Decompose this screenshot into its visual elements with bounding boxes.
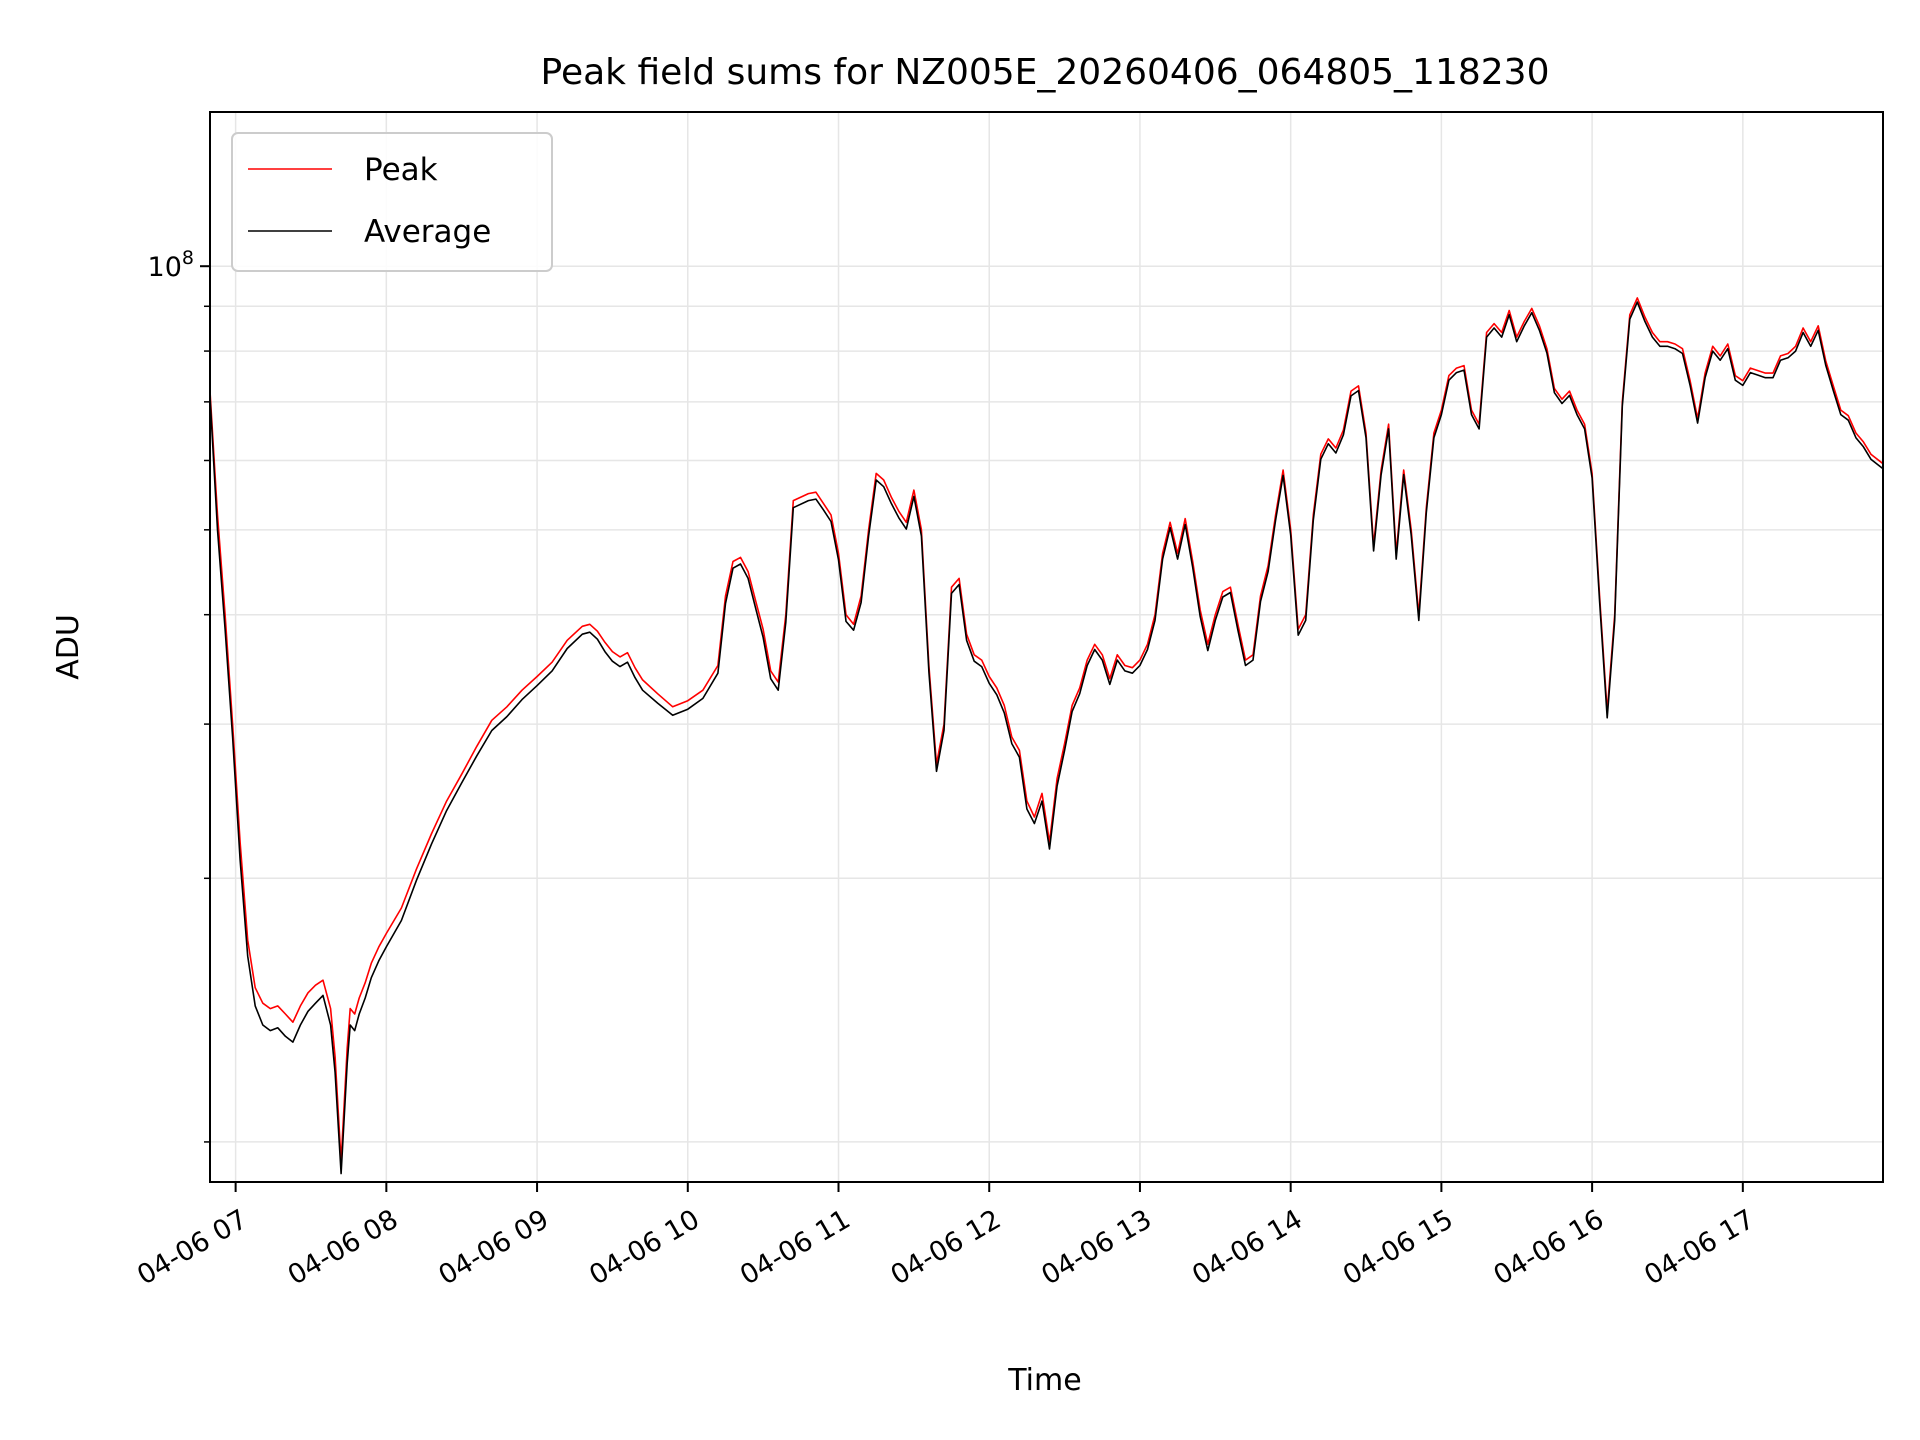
legend: Peak Average <box>231 132 553 272</box>
series-average-line <box>210 301 1883 1175</box>
y-tick-label: 108 <box>148 247 194 283</box>
y-axis: 108 <box>148 247 210 1143</box>
grid <box>210 112 1883 1182</box>
y-axis-title: ADU <box>51 614 86 680</box>
series-layer <box>210 297 1883 1175</box>
plot-frame <box>209 111 1884 1183</box>
x-axis-title: Time <box>1007 1363 1081 1398</box>
chart-title: Peak field sums for NZ005E_20260406_0648… <box>541 52 1550 93</box>
legend-box <box>231 132 553 272</box>
legend-peak-label: Peak <box>364 152 438 188</box>
legend-average-label: Average <box>364 214 491 250</box>
